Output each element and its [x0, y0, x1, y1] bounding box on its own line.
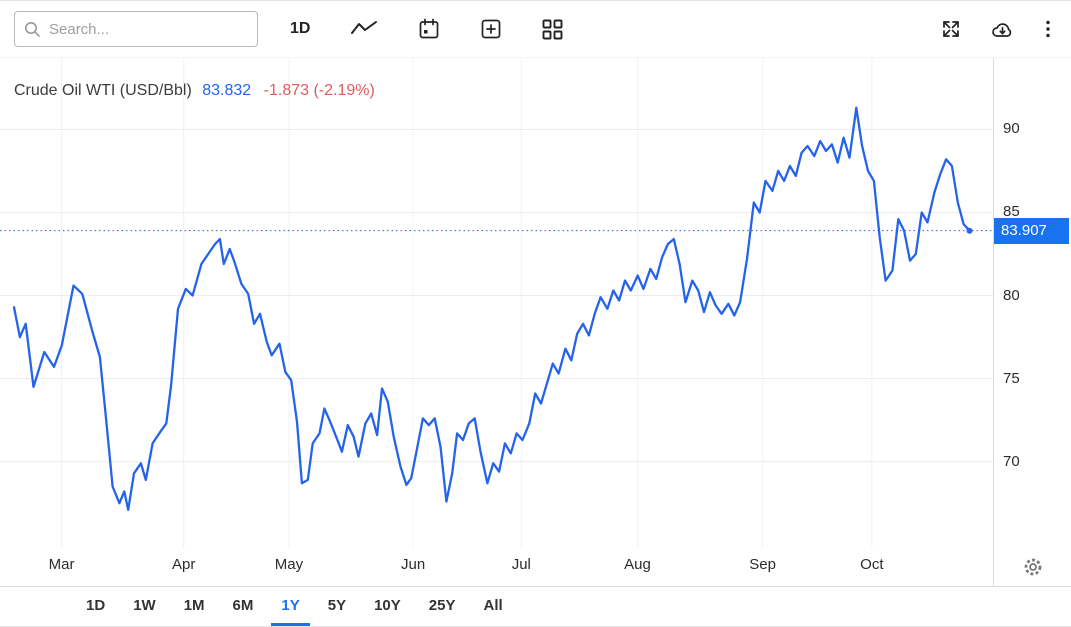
calendar-button[interactable] [410, 14, 448, 44]
interval-button[interactable]: 1D [282, 16, 318, 42]
plot-region[interactable]: Crude Oil WTI (USD/Bbl) 83.832 -1.873 (-… [0, 58, 993, 548]
calendar-icon [420, 18, 439, 39]
gear-icon [1024, 558, 1041, 576]
period-tab-1w[interactable]: 1W [123, 587, 166, 626]
grid-icon [543, 19, 563, 39]
fullscreen-icon [943, 21, 959, 37]
line-chart-icon [351, 21, 378, 34]
add-square-icon [482, 19, 501, 39]
search-icon [25, 22, 40, 37]
x-axis[interactable]: Mar Apr May Jun Jul Aug Sep Oct [0, 548, 993, 586]
price-change: -1.873 (-2.19%) [263, 82, 375, 99]
x-axis-label: Oct [860, 556, 884, 573]
top-toolbar: 1D [0, 1, 1071, 58]
more-options-button[interactable] [1037, 15, 1059, 43]
kebab-menu-icon [1046, 20, 1050, 38]
instrument-name: Crude Oil WTI (USD/Bbl) [14, 82, 192, 99]
x-axis-label: Sep [749, 556, 776, 573]
chart-type-button[interactable] [342, 15, 386, 43]
period-bar: 1D 1W 1M 6M 1Y 5Y 10Y 25Y All [0, 586, 1071, 626]
search-box[interactable] [14, 11, 258, 47]
chart-title: Crude Oil WTI (USD/Bbl) 83.832 -1.873 (-… [14, 82, 375, 100]
period-tab-1d[interactable]: 1D [76, 587, 115, 626]
period-tab-6m[interactable]: 6M [223, 587, 264, 626]
period-tab-1m[interactable]: 1M [174, 587, 215, 626]
chart-area: Crude Oil WTI (USD/Bbl) 83.832 -1.873 (-… [0, 58, 1071, 548]
period-tab-5y[interactable]: 5Y [318, 587, 356, 626]
x-axis-row: Mar Apr May Jun Jul Aug Sep Oct [0, 548, 1071, 586]
period-tab-1y[interactable]: 1Y [271, 587, 310, 626]
price-line-chart[interactable] [0, 58, 993, 548]
x-axis-label: Aug [624, 556, 651, 573]
cloud-download-icon [992, 22, 1012, 37]
settings-button[interactable] [1014, 552, 1052, 582]
chart-tools: 1D [282, 14, 571, 44]
compare-button[interactable] [472, 14, 510, 44]
x-axis-label: Apr [172, 556, 196, 573]
layout-grid-button[interactable] [534, 15, 571, 44]
search-input[interactable] [47, 19, 249, 39]
x-axis-label: Jun [400, 556, 426, 573]
y-axis-label: 70 [1003, 452, 1020, 470]
price-tag: 83.907 [994, 217, 1069, 244]
y-axis-label: 85 [1003, 203, 1020, 221]
current-price: 83.832 [202, 82, 252, 99]
x-axis-label: Mar [48, 556, 75, 573]
period-tab-10y[interactable]: 10Y [364, 587, 411, 626]
axis-corner [993, 548, 1071, 586]
fullscreen-button[interactable] [933, 15, 969, 43]
y-axis[interactable]: 83.907 90 85 80 75 70 [993, 58, 1071, 548]
period-tab-25y[interactable]: 25Y [419, 587, 466, 626]
y-axis-label: 80 [1003, 286, 1020, 304]
download-button[interactable] [982, 15, 1024, 44]
toolbar-right [933, 15, 1059, 44]
period-tab-all[interactable]: All [474, 587, 513, 626]
x-axis-label: Jul [511, 556, 531, 573]
x-axis-label: May [274, 556, 304, 573]
y-axis-label: 90 [1003, 120, 1020, 138]
y-axis-label: 75 [1003, 369, 1020, 387]
